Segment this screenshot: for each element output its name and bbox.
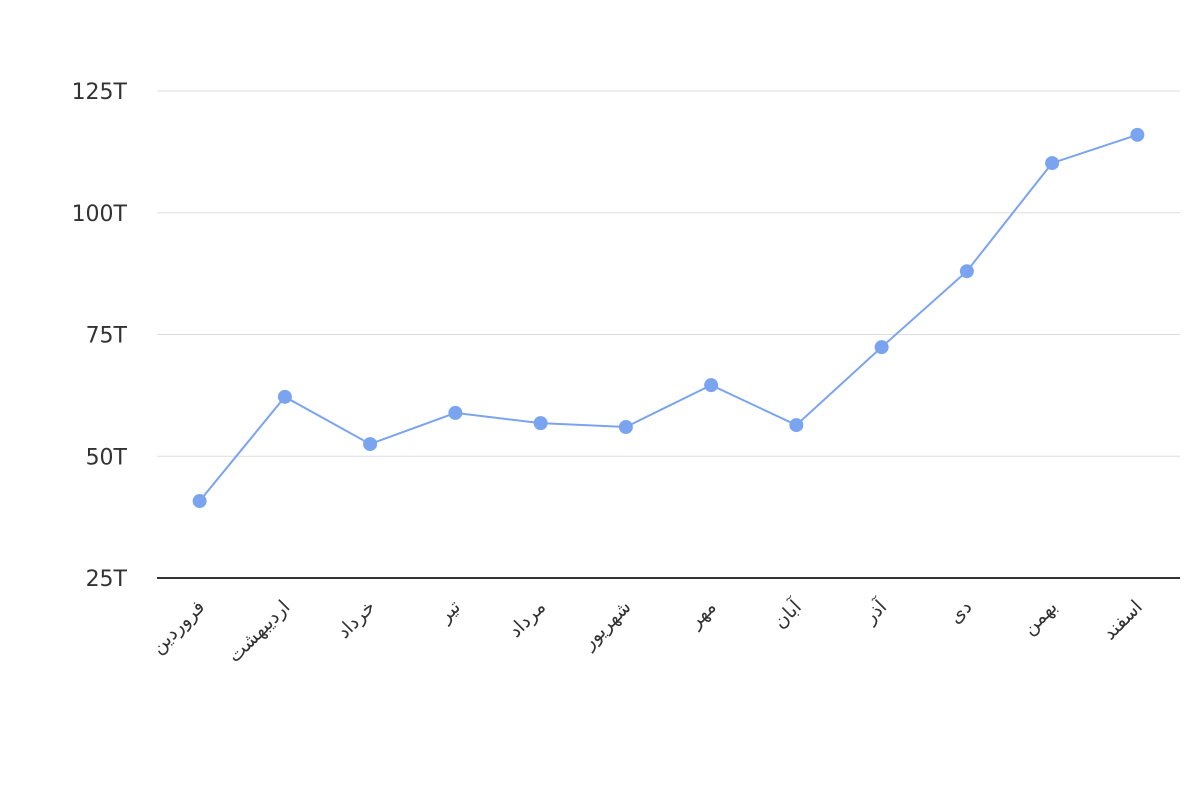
- x-tick-label: اسفند: [1098, 596, 1146, 644]
- y-tick-label: 75T: [86, 324, 128, 349]
- point: [192, 494, 207, 509]
- x-tick-label: فروردین: [147, 596, 209, 658]
- x-tick-label: بهمن: [1018, 596, 1061, 639]
- x-tick-label: مرداد: [504, 596, 550, 642]
- y-tick-label: 100T: [72, 202, 128, 227]
- point: [704, 378, 719, 393]
- x-tick-label: مهر: [684, 596, 721, 633]
- point: [618, 420, 633, 435]
- x-tick-label: شهریور: [577, 596, 635, 654]
- x-tick-label: اردیبهشت: [223, 596, 294, 667]
- y-tick-label: 50T: [86, 445, 128, 470]
- x-tick-label: آذر: [857, 594, 891, 628]
- x-tick-label: آبان: [768, 594, 807, 633]
- point: [789, 418, 804, 433]
- point: [533, 416, 548, 431]
- y-tick-label: 25T: [86, 567, 128, 592]
- y-tick-label: 125T: [72, 80, 128, 105]
- point: [959, 264, 974, 279]
- point: [448, 405, 463, 420]
- line: [198, 133, 1138, 502]
- point: [1130, 127, 1145, 142]
- x-tick-label: تیر: [433, 596, 464, 627]
- x-tick-label: دی: [944, 596, 976, 628]
- point: [1045, 156, 1060, 171]
- point: [363, 437, 378, 452]
- x-tick-label: خرداد: [333, 596, 380, 643]
- point: [277, 389, 292, 404]
- point: [874, 340, 889, 355]
